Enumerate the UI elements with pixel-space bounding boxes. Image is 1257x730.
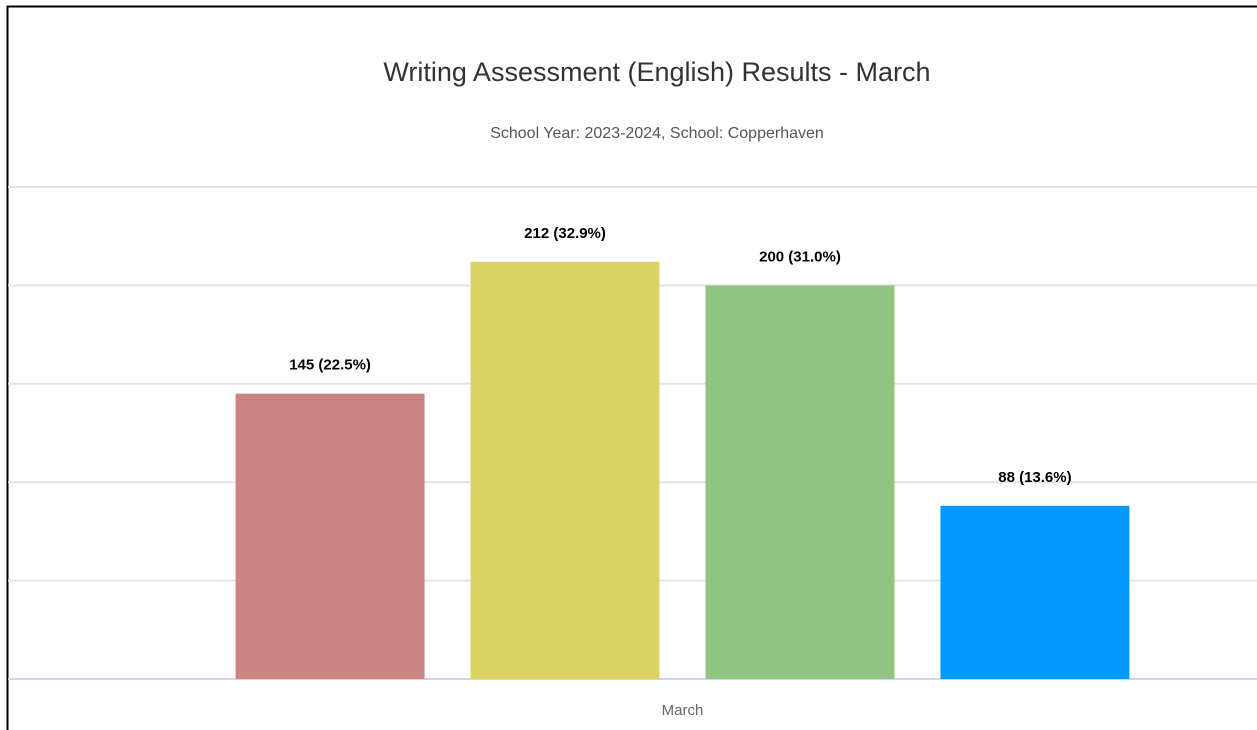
bar	[235, 393, 425, 679]
bar	[470, 261, 660, 679]
data-label: 145 (22.5%)	[289, 357, 371, 374]
bar	[940, 505, 1130, 679]
data-label: 200 (31.0%)	[759, 248, 841, 265]
x-tick-label: March	[662, 702, 704, 719]
data-label: 212 (32.9%)	[524, 225, 606, 242]
chart-title: Writing Assessment (English) Results - M…	[383, 57, 930, 87]
bar	[705, 285, 895, 679]
chart-subtitle: School Year: 2023-2024, School: Copperha…	[490, 125, 824, 142]
data-label: 88 (13.6%)	[998, 469, 1071, 486]
